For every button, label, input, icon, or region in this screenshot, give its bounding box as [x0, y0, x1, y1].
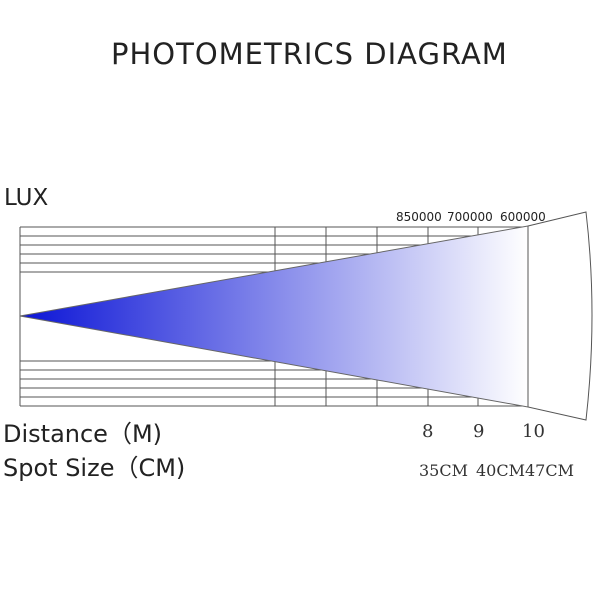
beam-lower-edge [19, 315, 529, 408]
distance-8: 8 [422, 421, 433, 442]
diagram-title: PHOTOMETRICS DIAGRAM [111, 37, 508, 71]
lux-value-850000: 850000 [396, 210, 442, 224]
spot-size-35cm: 35CM [419, 461, 468, 480]
beam-cone [20, 226, 528, 407]
spot-size-40cm: 40CM [476, 461, 525, 480]
distance-label: Distance（M) [3, 420, 162, 448]
lux-label: LUX [4, 185, 49, 211]
beam-upper-edge [19, 225, 529, 317]
lux-value-700000: 700000 [447, 210, 493, 224]
beam-end-cap [527, 211, 593, 421]
lux-value-600000: 600000 [500, 210, 546, 224]
spot-size-47cm: 47CM [525, 461, 574, 480]
distance-10: 10 [522, 421, 545, 442]
distance-9: 9 [473, 421, 484, 442]
spot-size-label: Spot Size（CM) [3, 454, 185, 482]
